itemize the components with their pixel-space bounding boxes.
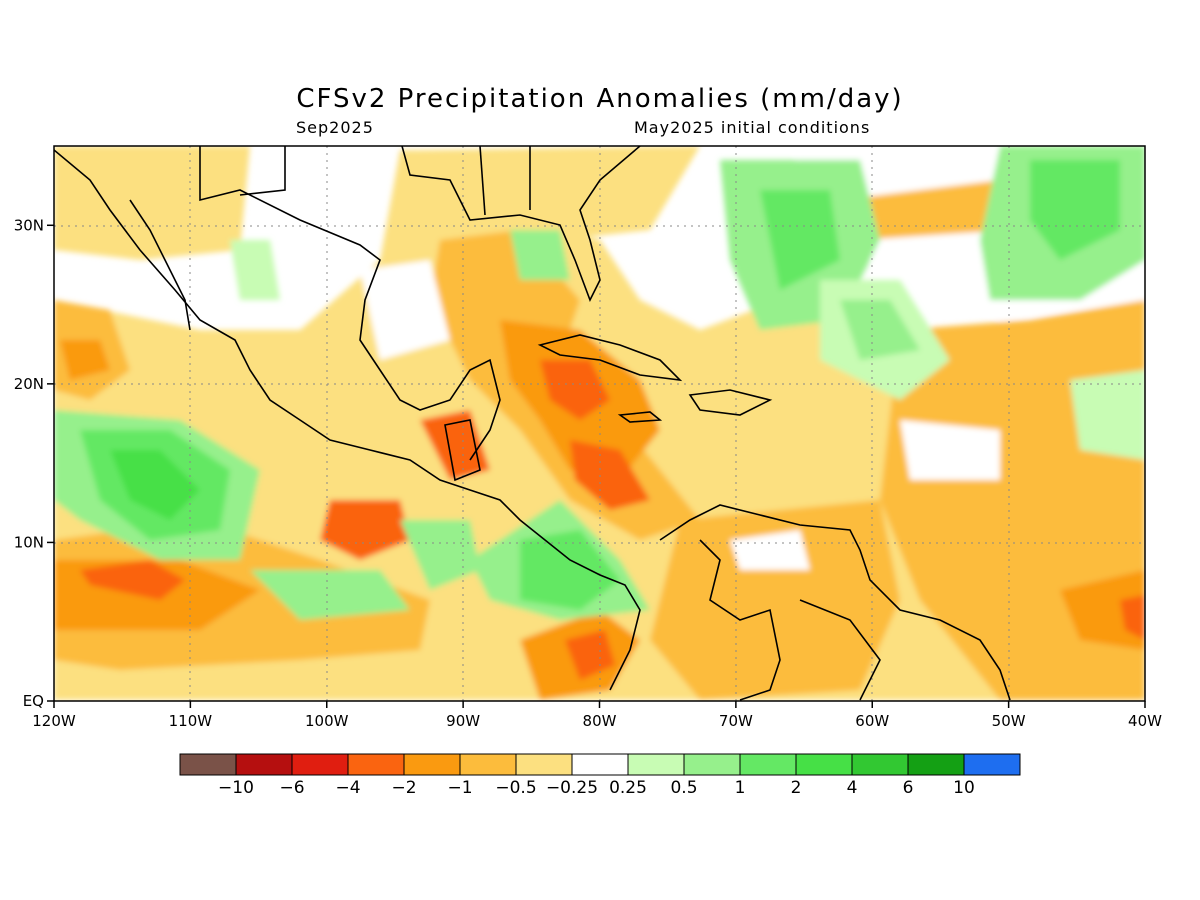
graticule: [54, 146, 1145, 701]
colorbar-label: −2: [391, 778, 416, 798]
axes: 120W 110W 100W 90W 80W 70W 60W 50W 40W EQ 10N 20N 30…: [14, 216, 1162, 730]
colorbar-label: −1: [447, 778, 472, 798]
colorbar-swatch: [403, 753, 461, 776]
colorbar-swatch: [571, 753, 629, 776]
colorbar-label: 10: [953, 778, 975, 798]
colorbar-swatch: [795, 753, 853, 776]
colorbar-swatch: [683, 753, 741, 776]
map-title: CFSv2 Precipitation Anomalies (mm/day): [296, 84, 904, 114]
colorbar-label: 4: [847, 778, 858, 798]
colorbar-label: −4: [335, 778, 360, 798]
colorbar-label: 0.5: [670, 778, 697, 798]
lat-tick-label: 30N: [14, 216, 44, 234]
colorbar-swatch: [515, 753, 573, 776]
lon-tick-label: 80W: [583, 712, 617, 730]
precipitation-field: [54, 146, 1145, 701]
colorbar-label: −6: [279, 778, 304, 798]
coastlines: [54, 146, 1011, 701]
valid-month-label: Sep2025: [296, 118, 374, 137]
lon-tick-label: 110W: [169, 712, 213, 730]
initial-conditions-label: May2025 initial conditions: [634, 118, 871, 137]
colorbar-label: −0.5: [495, 778, 536, 798]
lon-tick-label: 60W: [855, 712, 889, 730]
colorbar-label: −0.25: [546, 778, 598, 798]
colorbar-swatch: [179, 753, 237, 776]
colorbar-swatch: [739, 753, 797, 776]
colorbar-swatch: [459, 753, 517, 776]
colorbar-label: 6: [903, 778, 914, 798]
colorbar-swatch: [963, 753, 1021, 776]
colorbar-label: 0.25: [609, 778, 647, 798]
lat-tick-label: 20N: [14, 375, 44, 393]
colorbar-swatch: [347, 753, 405, 776]
colorbar-swatch: [627, 753, 685, 776]
colorbar-label: 1: [735, 778, 746, 798]
lon-tick-label: 120W: [32, 712, 76, 730]
lat-tick-label: EQ: [23, 692, 44, 710]
colorbar-swatch: [851, 753, 909, 776]
lon-tick-label: 90W: [446, 712, 480, 730]
colorbar-label: 2: [791, 778, 802, 798]
lon-tick-label: 40W: [1128, 712, 1162, 730]
colorbar-swatch: [291, 753, 349, 776]
colorbar-swatch: [907, 753, 965, 776]
lat-tick-label: 10N: [14, 533, 44, 551]
lon-tick-label: 70W: [719, 712, 753, 730]
colorbar-swatch: [235, 753, 293, 776]
lon-tick-label: 50W: [992, 712, 1026, 730]
colorbar: −10 −6 −4 −2 −1 −0.5 −0.25 0.25 0.5 1 2 4 6 10: [179, 753, 1021, 798]
colorbar-label: −10: [218, 778, 254, 798]
lon-tick-label: 100W: [305, 712, 349, 730]
